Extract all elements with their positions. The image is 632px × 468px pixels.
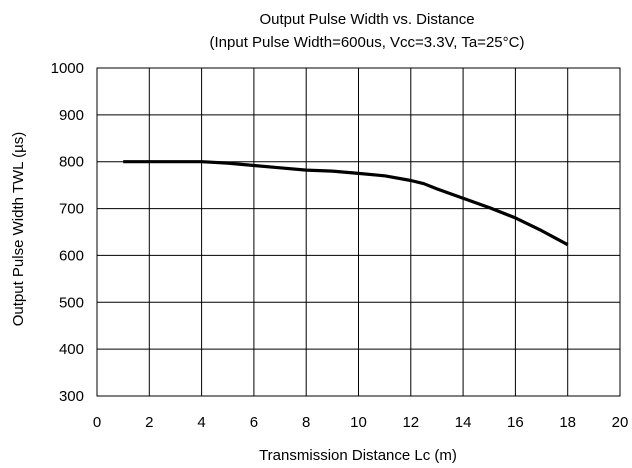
x-tick-label: 18 [559,414,576,431]
chart-subtitle: (Input Pulse Width=600us, Vcc=3.3V, Ta=2… [210,34,525,51]
y-axis: 300 400 500 600 700 800 900 1000 [51,60,84,405]
x-tick-label: 12 [402,414,419,431]
x-tick-label: 6 [250,414,258,431]
x-tick-label: 10 [350,414,367,431]
x-tick-label: 0 [93,414,101,431]
x-tick-label: 8 [302,414,310,431]
y-tick-label: 1000 [51,60,84,77]
series-layer [123,162,568,245]
x-tick-label: 14 [455,414,472,431]
y-axis-label: Output Pulse Width TWL (µs) [10,132,27,327]
x-axis: 0 2 4 6 8 10 12 14 16 18 20 [93,414,629,431]
x-tick-label: 4 [197,414,205,431]
chart-title: Output Pulse Width vs. Distance [259,11,474,28]
y-tick-label: 500 [59,294,84,311]
y-tick-label: 800 [59,154,84,171]
x-tick-label: 20 [612,414,629,431]
y-tick-label: 600 [59,247,84,264]
x-tick-label: 2 [145,414,153,431]
x-tick-label: 16 [507,414,524,431]
x-axis-label: Transmission Distance Lc (m) [259,447,457,464]
y-tick-label: 300 [59,388,84,405]
y-tick-label: 700 [59,201,84,218]
series-line [123,162,568,245]
y-tick-label: 400 [59,341,84,358]
y-tick-label: 900 [59,107,84,124]
